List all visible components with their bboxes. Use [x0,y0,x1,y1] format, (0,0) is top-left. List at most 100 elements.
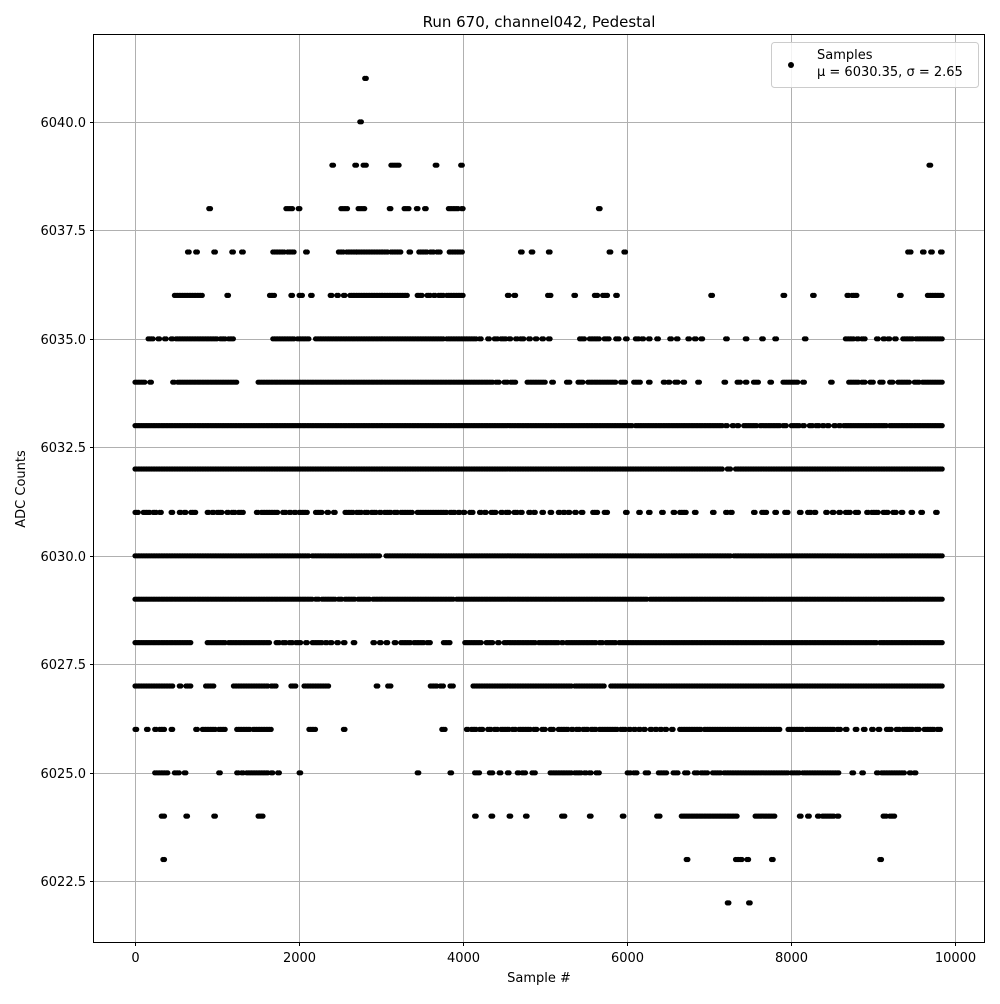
data-point [319,509,325,515]
data-point [524,813,530,819]
data-point [188,683,194,689]
y-axis-label: ADC Counts [14,450,29,528]
data-point [260,813,266,819]
data-point [225,292,232,298]
data-point [768,379,775,385]
data-point [513,292,519,298]
data-point [519,509,525,515]
data-point [193,509,199,515]
x-tick-label: 10000 [935,951,976,966]
data-point [375,683,381,689]
data-point [240,509,246,515]
data-point [711,509,717,515]
level-6039 [329,162,934,168]
legend-label: Samples [817,48,873,63]
data-point [271,292,278,298]
data-point [608,249,614,255]
data-point [408,249,414,255]
data-point [549,509,555,515]
data-point [877,726,883,733]
data-point [696,379,703,385]
data-point [222,726,228,733]
data-point [547,336,553,342]
data-point [183,509,189,515]
level-6031 [132,509,940,515]
legend-box [771,42,979,88]
data-point [276,770,282,776]
data-point [898,292,904,298]
data-point [183,770,189,776]
data-point [693,336,699,342]
data-point [329,640,335,646]
data-point [550,726,557,733]
data-point [736,423,742,429]
data-point [450,683,456,689]
data-point [875,336,881,342]
data-point [836,770,842,776]
data-point [306,336,312,342]
data-point [562,813,568,819]
data-point [770,856,776,863]
data-point [752,509,758,515]
data-point [496,640,502,646]
data-point [637,509,643,515]
data-point [803,336,809,342]
data-point [165,770,171,776]
data-point [342,726,348,733]
data-point [888,726,894,733]
data-point [777,726,783,733]
data-point [744,379,750,385]
level-6038 [206,206,603,212]
plot-frame [93,34,985,943]
data-point [332,509,338,515]
x-tick-label: 6000 [611,951,644,966]
data-point [934,509,940,515]
level-6024 [158,813,898,819]
data-point [362,206,368,212]
data-point [908,249,914,255]
data-point [798,509,804,515]
level-6027 [132,683,945,689]
data-point [460,292,466,298]
level-6029 [132,596,945,602]
data-point [939,336,945,342]
data-point [506,509,512,515]
data-point [890,379,896,385]
data-point [829,379,835,385]
data-point [427,640,433,646]
data-point [506,292,512,298]
data-point [542,379,548,385]
data-point [404,292,410,298]
data-point [860,770,867,776]
data-point [900,509,906,515]
y-tick-label: 6030.0 [41,550,87,565]
data-point [388,206,394,212]
data-point [705,770,711,776]
data-point [275,509,281,515]
x-tick-label: 2000 [283,951,316,966]
data-point [760,336,766,342]
data-point [614,292,620,298]
data-point [540,509,547,515]
level-6026 [132,726,944,733]
data-point [363,75,369,81]
data-point [921,249,927,255]
data-point [312,726,319,733]
data-point [299,292,305,298]
data-point [939,249,945,255]
data-point [929,249,935,255]
data-point [854,726,860,733]
data-point [580,509,586,515]
data-point [801,379,808,385]
data-point [480,726,486,733]
data-point [548,292,554,298]
data-point [755,379,762,385]
data-point [304,249,310,255]
data-point [498,770,504,776]
data-point [939,423,945,429]
data-point [478,640,484,646]
data-point [419,292,425,298]
data-point [723,379,729,385]
